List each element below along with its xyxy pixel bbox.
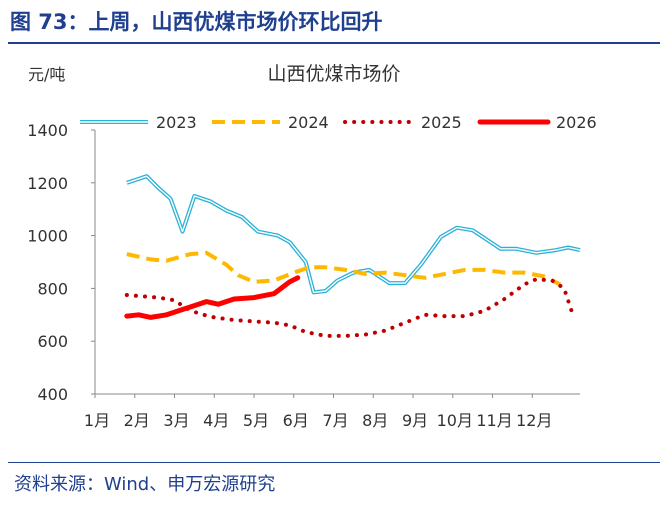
y-tick-label: 800 xyxy=(37,279,68,298)
x-tick-label: 11月 xyxy=(476,411,512,430)
x-tick-label: 6月 xyxy=(283,411,309,430)
x-tick-label: 4月 xyxy=(203,411,229,430)
legend-label-2024: 2024 xyxy=(288,113,329,132)
price-line-chart: 元/吨 山西优煤市场价 2023 2024 2025 2026 400 600 800 10… xyxy=(27,63,597,430)
series-line-2024 xyxy=(126,250,561,287)
x-tick-label: 10月 xyxy=(437,411,473,430)
series-layer xyxy=(124,174,581,338)
figure-title: 图 73：上周，山西优煤市场价环比回升 xyxy=(10,10,383,34)
y-tick-label: 400 xyxy=(37,385,68,404)
x-tick-label: 7月 xyxy=(322,411,348,430)
chart-title: 山西优煤市场价 xyxy=(267,63,400,85)
x-tick-label: 12月 xyxy=(516,411,552,430)
y-tick-label: 600 xyxy=(37,332,68,351)
legend-label-2026: 2026 xyxy=(556,113,597,132)
x-tick-label: 5月 xyxy=(243,411,269,430)
x-tick-label: 2月 xyxy=(124,411,150,430)
legend: 2023 2024 2025 2026 xyxy=(80,113,597,132)
x-tick-label: 9月 xyxy=(402,411,428,430)
series-line-2023-outline xyxy=(126,174,581,295)
x-tick-label: 1月 xyxy=(84,411,110,430)
source-rule xyxy=(8,462,660,463)
series-line-2025 xyxy=(124,277,574,338)
axes: 400 600 800 1000 1200 1400 1月 2月 3月 4月 5月 6月 7月 8月 9月 1… xyxy=(27,121,580,430)
series-line-2023 xyxy=(126,174,581,295)
legend-label-2023: 2023 xyxy=(156,113,197,132)
y-tick-label: 1000 xyxy=(27,227,68,246)
title-rule xyxy=(8,42,660,44)
series-line-2023-core xyxy=(126,175,581,294)
x-tick-label: 3月 xyxy=(163,411,189,430)
y-tick-label: 1200 xyxy=(27,174,68,193)
series-line-2026 xyxy=(124,275,301,320)
y-tick-label: 1400 xyxy=(27,121,68,140)
legend-label-2025: 2025 xyxy=(421,113,462,132)
source-note: 资料来源：Wind、申万宏源研究 xyxy=(14,474,276,495)
x-tick-label: 8月 xyxy=(362,411,388,430)
y-axis-label: 元/吨 xyxy=(28,65,65,84)
